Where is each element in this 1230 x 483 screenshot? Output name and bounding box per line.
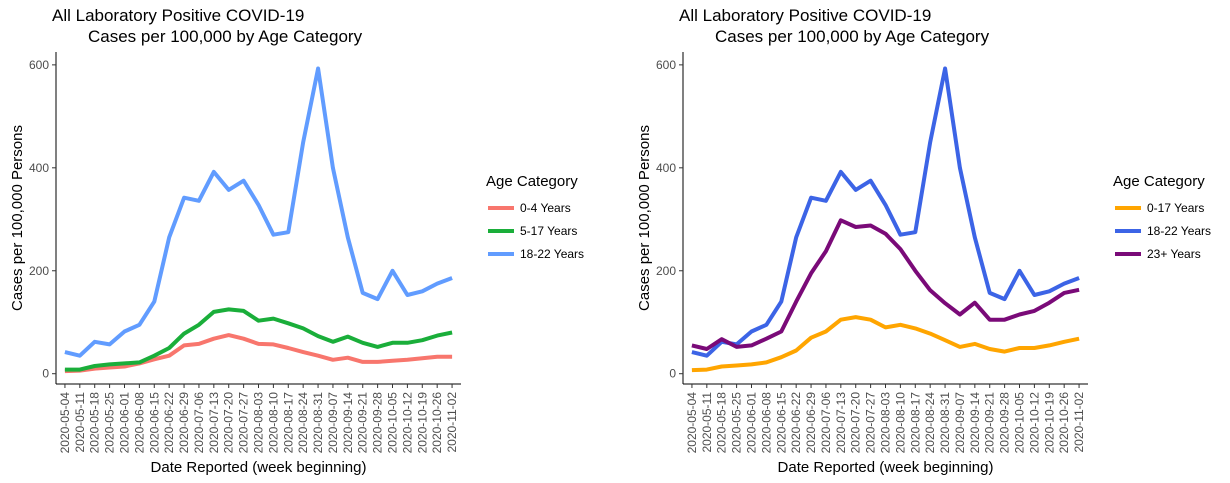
- chart2-legend-label-2: 18-22 Years: [1147, 224, 1211, 238]
- chart2-legend-title: Age Category: [1113, 173, 1205, 190]
- chart2-x-tick-label: 2020-07-13: [834, 392, 848, 454]
- chart1-x-tick-label: 2020-09-07: [326, 392, 340, 454]
- chart1-legend-label-3: 18-22 Years: [520, 247, 584, 261]
- chart1-x-tick-label: 2020-10-12: [400, 392, 414, 454]
- chart2-y-axis-title: Cases per 100,000 Persons: [636, 125, 653, 311]
- chart1-y-tick-label: 600: [29, 58, 49, 72]
- chart1-title: All Laboratory Positive COVID-19: [52, 6, 304, 25]
- chart2-x-tick-label: 2020-10-05: [1013, 392, 1027, 454]
- chart1-x-tick-label: 2020-10-26: [430, 392, 444, 454]
- chart2-x-tick-label: 2020-08-17: [908, 392, 922, 454]
- chart2-x-tick-label: 2020-05-25: [730, 392, 744, 454]
- chart2-x-tick-label: 2020-06-29: [804, 392, 818, 454]
- chart2-x-tick-label: 2020-08-31: [938, 392, 952, 454]
- chart2-legend-label-3: 23+ Years: [1147, 247, 1201, 261]
- chart2-x-tick-label: 2020-05-04: [685, 392, 699, 454]
- chart1-series-line-2: [64, 307, 453, 372]
- chart1-x-axis-title: Date Reported (week beginning): [151, 459, 367, 476]
- chart1-x-tick-label: 2020-08-17: [281, 392, 295, 454]
- chart1-x-tick-label: 2020-06-22: [162, 392, 176, 454]
- chart2-x-tick-label: 2020-09-28: [998, 392, 1012, 454]
- chart1-x-tick-label: 2020-08-10: [266, 392, 280, 454]
- chart1-x-tick-label: 2020-07-20: [222, 392, 236, 454]
- chart2-x-tick-label: 2020-09-21: [983, 392, 997, 454]
- chart2-x-tick-label: 2020-06-01: [744, 392, 758, 454]
- chart2-x-tick-label: 2020-08-10: [893, 392, 907, 454]
- chart1-legend-label-2: 5-17 Years: [520, 224, 577, 238]
- chart2-x-tick-label: 2020-07-27: [864, 392, 878, 454]
- chart1-x-tick-label: 2020-06-01: [117, 392, 131, 454]
- chart2-legend-label-1: 0-17 Years: [1147, 201, 1204, 215]
- chart1-x-tick-label: 2020-09-28: [371, 392, 385, 454]
- chart2-x-tick-label: 2020-10-19: [1042, 392, 1056, 454]
- chart1-x-tick-label: 2020-09-21: [356, 392, 370, 454]
- chart1-y-axis-title: Cases per 100,000 Persons: [9, 125, 26, 311]
- chart1-legend-title: Age Category: [486, 173, 578, 190]
- chart2-x-tick-label: 2020-07-20: [849, 392, 863, 454]
- chart2-y-tick-label: 200: [656, 264, 676, 278]
- chart1-x-tick-label: 2020-05-18: [88, 392, 102, 454]
- chart1-series-line-3: [64, 66, 453, 358]
- chart2-x-tick-label: 2020-06-15: [774, 392, 788, 454]
- chart2-x-tick-label: 2020-05-18: [715, 392, 729, 454]
- chart1-x-tick-label: 2020-09-14: [341, 392, 355, 454]
- chart2-x-tick-label: 2020-09-07: [953, 392, 967, 454]
- chart1-legend-label-1: 0-4 Years: [520, 201, 571, 215]
- chart1-x-tick-label: 2020-05-25: [103, 392, 117, 454]
- chart1-x-tick-label: 2020-05-11: [73, 392, 87, 453]
- chart2-x-tick-label: 2020-10-26: [1057, 392, 1071, 454]
- chart1-x-tick-label: 2020-06-08: [132, 392, 146, 454]
- chart1-x-tick-label: 2020-06-29: [177, 392, 191, 454]
- chart2-y-tick-label: 0: [669, 367, 676, 381]
- chart1-y-tick-label: 200: [29, 264, 49, 278]
- chart1-x-tick-label: 2020-11-02: [445, 392, 459, 453]
- chart1-x-tick-label: 2020-05-04: [58, 392, 72, 454]
- chart2-title: All Laboratory Positive COVID-19: [679, 6, 931, 25]
- chart1-x-tick-label: 2020-08-24: [296, 392, 310, 454]
- chart2-x-tick-label: 2020-06-22: [789, 392, 803, 454]
- chart1-series-line-1: [64, 333, 453, 374]
- chart1-x-tick-label: 2020-07-06: [192, 392, 206, 454]
- chart2-x-tick-label: 2020-08-03: [879, 392, 893, 454]
- chart1-y-tick-label: 0: [42, 367, 49, 381]
- chart1-y-tick-label: 400: [29, 161, 49, 175]
- chart1-x-tick-label: 2020-08-03: [252, 392, 266, 454]
- chart1-x-tick-label: 2020-07-27: [237, 392, 251, 454]
- chart2-x-tick-label: 2020-08-24: [923, 392, 937, 454]
- chart1-x-tick-label: 2020-10-19: [415, 392, 429, 454]
- chart2-series-line-3: [691, 218, 1080, 351]
- chart2-x-tick-label: 2020-05-11: [700, 392, 714, 453]
- chart1-x-tick-label: 2020-07-13: [207, 392, 221, 454]
- chart2-x-tick-label: 2020-11-02: [1072, 392, 1086, 453]
- chart2-x-axis-title: Date Reported (week beginning): [778, 459, 994, 476]
- chart2-series-line-2: [691, 66, 1080, 358]
- chart2-x-tick-label: 2020-06-08: [759, 392, 773, 454]
- chart2-subtitle: Cases per 100,000 by Age Category: [715, 27, 990, 46]
- chart1-subtitle: Cases per 100,000 by Age Category: [88, 27, 363, 46]
- chart2-y-tick-label: 600: [656, 58, 676, 72]
- chart2-x-tick-label: 2020-07-06: [819, 392, 833, 454]
- chart1-x-tick-label: 2020-08-31: [311, 392, 325, 454]
- chart1-x-tick-label: 2020-06-15: [147, 392, 161, 454]
- chart1-x-tick-label: 2020-10-05: [386, 392, 400, 454]
- chart2-x-tick-label: 2020-10-12: [1027, 392, 1041, 454]
- chart2-y-tick-label: 400: [656, 161, 676, 175]
- chart2-x-tick-label: 2020-09-14: [968, 392, 982, 454]
- chart2-series-line-1: [691, 315, 1080, 373]
